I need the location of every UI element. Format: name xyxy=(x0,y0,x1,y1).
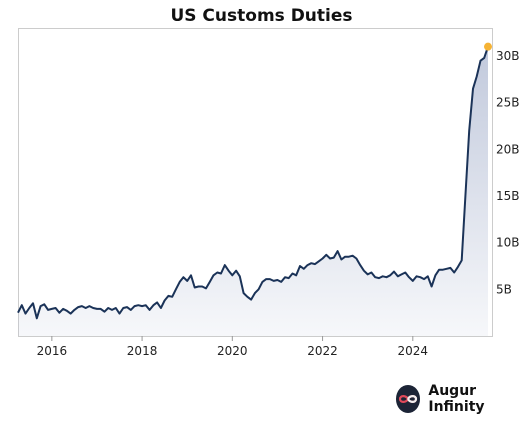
x-tick-label: 2024 xyxy=(398,344,429,358)
chart-title: US Customs Duties xyxy=(170,6,353,26)
y-tick-label: 25B xyxy=(496,96,520,110)
plot-frame xyxy=(18,28,493,337)
last-value-marker xyxy=(484,42,492,51)
y-tick-label: 10B xyxy=(496,236,520,250)
brand-name: Augur Infinity xyxy=(428,383,485,415)
y-tick-label: 15B xyxy=(496,189,520,203)
y-tick-label: 30B xyxy=(496,49,520,63)
x-tick-label: 2018 xyxy=(127,344,158,358)
x-tick-label: 2020 xyxy=(217,344,248,358)
y-axis: 5B 10B 15B 20B 25B 30B xyxy=(496,49,520,296)
x-axis: 2016 2018 2020 2022 2024 xyxy=(37,336,429,358)
y-tick-label: 20B xyxy=(496,142,520,156)
infinity-icon xyxy=(396,385,421,413)
x-tick-label: 2016 xyxy=(37,344,68,358)
series-line xyxy=(17,46,489,320)
y-tick-label: 5B xyxy=(496,282,512,296)
x-tick-label: 2022 xyxy=(307,344,338,358)
brand: Augur Infinity xyxy=(396,383,523,415)
series-area xyxy=(18,46,488,336)
